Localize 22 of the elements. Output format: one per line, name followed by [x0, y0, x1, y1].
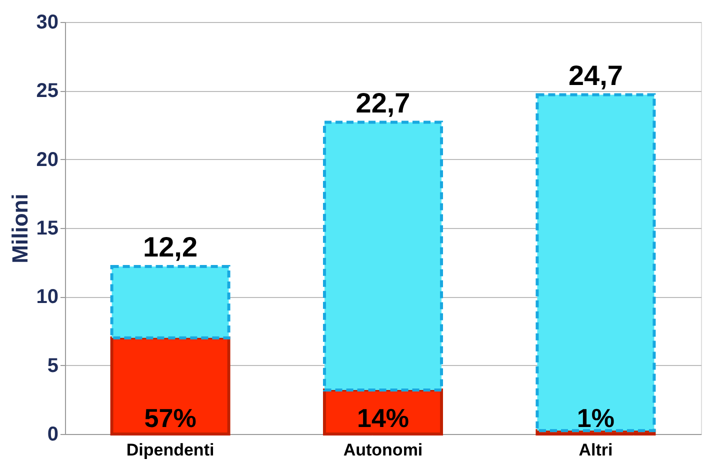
bar	[110, 336, 230, 436]
x-tick-label: Autonomi	[343, 440, 423, 460]
total-label: 24,7	[568, 60, 623, 91]
y-tick-label: 20	[36, 148, 58, 171]
y-tick-label: 10	[36, 286, 58, 308]
annotation: 1%	[576, 403, 614, 433]
bar	[536, 93, 656, 432]
x-tick-label: Altri	[578, 440, 613, 460]
y-tick-label: 25	[36, 80, 58, 102]
annotation: 57%	[144, 403, 196, 433]
y-tick-label: 5	[47, 354, 58, 377]
total-label: 12,2	[143, 231, 198, 262]
annotation: 14%	[356, 403, 410, 433]
bar	[110, 264, 230, 340]
total-label: 22,7	[356, 87, 410, 118]
bar	[323, 120, 443, 392]
y-tick-label: 30	[36, 12, 58, 34]
y-axis-title: Milioni	[7, 194, 32, 264]
y-tick-label: 0	[47, 424, 58, 446]
y-tick-label: 15	[36, 218, 58, 240]
bar	[323, 388, 443, 436]
x-tick-label: Dipendenti	[126, 440, 214, 460]
